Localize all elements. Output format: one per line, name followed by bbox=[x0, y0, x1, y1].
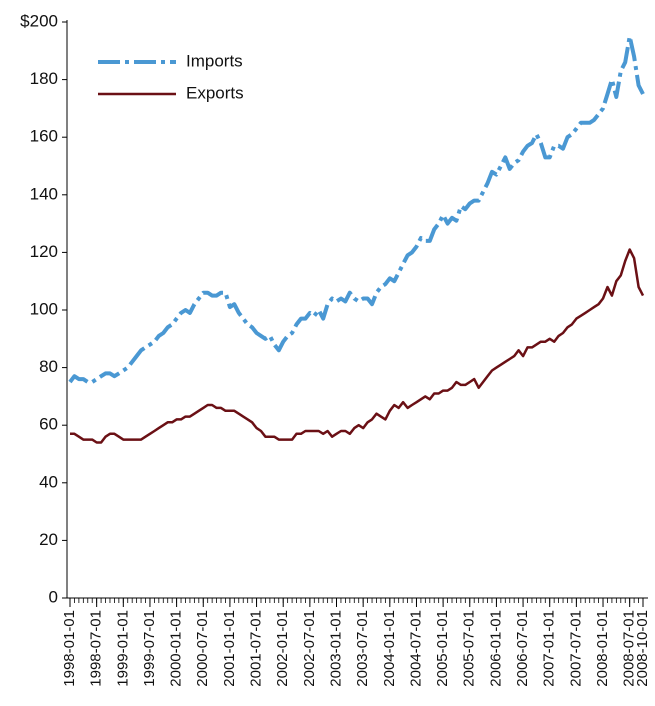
y-tick-label: $200 bbox=[20, 11, 58, 30]
x-tick-label: 2007-07-01 bbox=[567, 610, 584, 687]
x-tick-label: 2003-01-01 bbox=[327, 610, 344, 687]
x-tick-label: 2007-01-01 bbox=[541, 610, 558, 687]
x-tick-label: 1999-01-01 bbox=[114, 610, 131, 687]
x-tick-label: 2002-01-01 bbox=[274, 610, 291, 687]
x-tick-label: 2004-01-01 bbox=[381, 610, 398, 687]
x-tick-label: 2001-07-01 bbox=[248, 610, 265, 687]
y-tick-label: 80 bbox=[39, 357, 58, 376]
series-line bbox=[70, 248, 645, 444]
x-tick-label: 2000-01-01 bbox=[168, 610, 185, 687]
x-tick-label: 2008-10-01 bbox=[634, 610, 651, 687]
x-tick-label: 1998-01-01 bbox=[61, 610, 78, 687]
x-tick-label: 2000-07-01 bbox=[194, 610, 211, 687]
y-tick-label: 40 bbox=[39, 472, 58, 491]
x-tick-label: 2006-07-01 bbox=[514, 610, 531, 687]
x-tick-label: 1999-07-01 bbox=[141, 610, 158, 687]
y-tick-label: 160 bbox=[30, 127, 58, 146]
legend-label: Imports bbox=[186, 51, 243, 70]
x-tick-label: 2004-07-01 bbox=[407, 610, 424, 687]
x-tick-label: 2002-07-01 bbox=[301, 610, 318, 687]
x-tick-label: 2008-01-01 bbox=[594, 610, 611, 687]
y-tick-label: 20 bbox=[39, 530, 58, 549]
x-tick-label: 2005-07-01 bbox=[461, 610, 478, 687]
x-tick-label: 2006-01-01 bbox=[487, 610, 504, 687]
y-tick-label: 120 bbox=[30, 242, 58, 261]
y-tick-label: 140 bbox=[30, 184, 58, 203]
x-tick-label: 2005-01-01 bbox=[434, 610, 451, 687]
y-tick-label: 180 bbox=[30, 69, 58, 88]
y-tick-label: 60 bbox=[39, 415, 58, 434]
x-tick-label: 1998-07-01 bbox=[88, 610, 105, 687]
x-tick-label: 2003-07-01 bbox=[354, 610, 371, 687]
x-tick-label: 2008-07-01 bbox=[621, 610, 638, 687]
y-tick-label: 0 bbox=[49, 587, 58, 606]
x-tick-label: 2001-01-01 bbox=[221, 610, 238, 687]
series-line bbox=[68, 34, 645, 384]
legend-label: Exports bbox=[186, 83, 244, 102]
y-tick-label: 100 bbox=[30, 299, 58, 318]
